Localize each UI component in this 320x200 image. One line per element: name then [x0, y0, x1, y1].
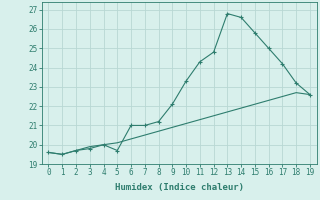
X-axis label: Humidex (Indice chaleur): Humidex (Indice chaleur)	[115, 183, 244, 192]
